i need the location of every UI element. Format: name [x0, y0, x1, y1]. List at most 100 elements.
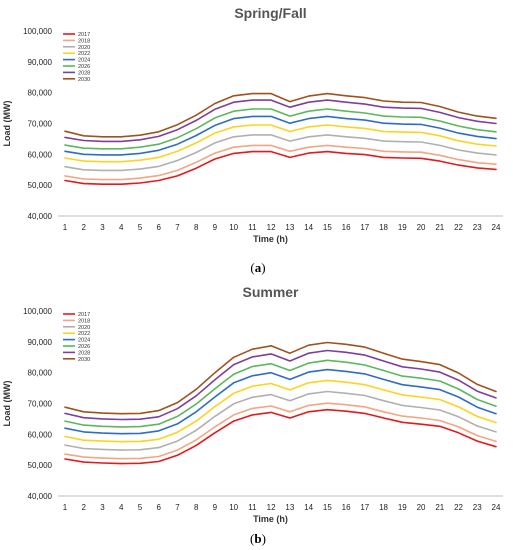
x-tick-label: 11 — [248, 223, 257, 232]
x-tick-label: 20 — [417, 503, 426, 512]
y-tick-label: 40,000 — [28, 492, 53, 501]
series-line-2024 — [64, 368, 497, 435]
y-tick-label: 60,000 — [28, 430, 53, 439]
panel-caption: (b) — [250, 531, 266, 546]
y-tick-label: 50,000 — [28, 461, 53, 470]
series-line-2017 — [64, 408, 497, 465]
x-tick-label: 12 — [267, 503, 276, 512]
series-line-2018 — [64, 144, 497, 181]
legend-label: 2020 — [78, 325, 90, 331]
series-line-2028 — [64, 349, 497, 421]
series-line-2026 — [64, 359, 497, 428]
x-tick-label: 24 — [492, 503, 501, 512]
x-tick-label: 8 — [194, 503, 199, 512]
chart-panel-2: Summer 40,000 50,000 60,000 70,000 80,000 90,0… — [2, 284, 503, 546]
x-tick-label: 8 — [194, 223, 199, 232]
series-line-2017 — [64, 150, 497, 185]
x-tick-label: 13 — [285, 503, 294, 512]
y-tick-label: 100,000 — [23, 307, 52, 316]
x-tick-label: 18 — [379, 503, 388, 512]
x-tick-label: 1 — [63, 503, 68, 512]
x-tick-label: 6 — [156, 223, 161, 232]
x-tick-label: 14 — [304, 503, 313, 512]
x-tick-label: 2 — [82, 223, 87, 232]
x-tick-label: 23 — [473, 503, 482, 512]
x-tick-label: 11 — [248, 503, 257, 512]
x-tick-label: 14 — [304, 223, 313, 232]
x-axis-label: Time (h) — [253, 234, 288, 244]
x-tick-label: 19 — [398, 223, 407, 232]
legend-label: 2017 — [78, 32, 90, 38]
y-tick-label: 90,000 — [28, 338, 53, 347]
x-tick-label: 15 — [323, 503, 332, 512]
y-tick-label: 50,000 — [28, 181, 53, 190]
panel-caption: (a) — [250, 260, 265, 275]
x-tick-label: 9 — [213, 223, 218, 232]
series-line-2030 — [64, 92, 497, 138]
x-axis-label: Time (h) — [253, 514, 288, 524]
legend-label: 2024 — [78, 338, 90, 344]
x-tick-label: 7 — [175, 503, 180, 512]
legend-label: 2022 — [78, 331, 90, 337]
x-tick-label: 18 — [379, 223, 388, 232]
x-tick-label: 16 — [342, 503, 351, 512]
x-tick-label: 20 — [417, 223, 426, 232]
legend-label: 2028 — [78, 350, 90, 356]
legend-label: 2026 — [78, 344, 90, 350]
x-tick-label: 19 — [398, 503, 407, 512]
legend-label: 2030 — [78, 77, 90, 83]
series-line-2030 — [64, 341, 497, 415]
x-tick-label: 6 — [156, 503, 161, 512]
series-line-2020 — [64, 390, 497, 451]
x-tick-label: 10 — [229, 503, 238, 512]
x-tick-label: 12 — [267, 223, 276, 232]
x-tick-label: 16 — [342, 223, 351, 232]
x-tick-label: 4 — [119, 503, 124, 512]
series-line-2020 — [64, 134, 497, 172]
x-tick-label: 10 — [229, 223, 238, 232]
x-tick-label: 2 — [82, 503, 87, 512]
legend-label: 2018 — [78, 38, 90, 44]
y-tick-label: 100,000 — [23, 27, 52, 36]
chart-title: Summer — [242, 284, 299, 300]
legend-label: 2020 — [78, 45, 90, 51]
series-line-2022 — [64, 124, 497, 163]
y-axis-label: Load (MW) — [2, 381, 12, 427]
x-tick-label: 5 — [138, 503, 143, 512]
legend-label: 2028 — [78, 70, 90, 76]
series-line-2022 — [64, 379, 497, 443]
x-tick-label: 17 — [360, 503, 369, 512]
x-tick-label: 3 — [100, 223, 105, 232]
y-tick-label: 60,000 — [28, 150, 53, 159]
x-tick-label: 17 — [360, 223, 369, 232]
x-tick-label: 9 — [213, 503, 218, 512]
x-tick-label: 5 — [138, 223, 143, 232]
y-tick-label: 70,000 — [28, 120, 53, 129]
series-line-2028 — [64, 99, 497, 143]
x-tick-label: 1 — [63, 223, 68, 232]
series-line-2018 — [64, 402, 497, 460]
series-line-2024 — [64, 115, 497, 156]
legend-label: 2017 — [78, 312, 90, 318]
y-tick-label: 90,000 — [28, 58, 53, 67]
chart-title: Spring/Fall — [234, 5, 306, 21]
series-line-2026 — [64, 108, 497, 150]
x-tick-label: 21 — [435, 503, 444, 512]
x-tick-label: 21 — [435, 223, 444, 232]
x-tick-label: 24 — [492, 223, 501, 232]
y-tick-label: 80,000 — [28, 369, 53, 378]
legend-label: 2030 — [78, 357, 90, 363]
x-tick-label: 23 — [473, 223, 482, 232]
legend-label: 2022 — [78, 51, 90, 57]
y-tick-label: 40,000 — [28, 212, 53, 221]
legend-label: 2024 — [78, 58, 90, 64]
x-tick-label: 15 — [323, 223, 332, 232]
y-axis-label: Load (MW) — [2, 101, 12, 147]
legend-label: 2026 — [78, 64, 90, 70]
x-tick-label: 4 — [119, 223, 124, 232]
chart-panel-1: Spring/Fall 40,000 50,000 60,000 70,000 80,00… — [2, 5, 503, 275]
